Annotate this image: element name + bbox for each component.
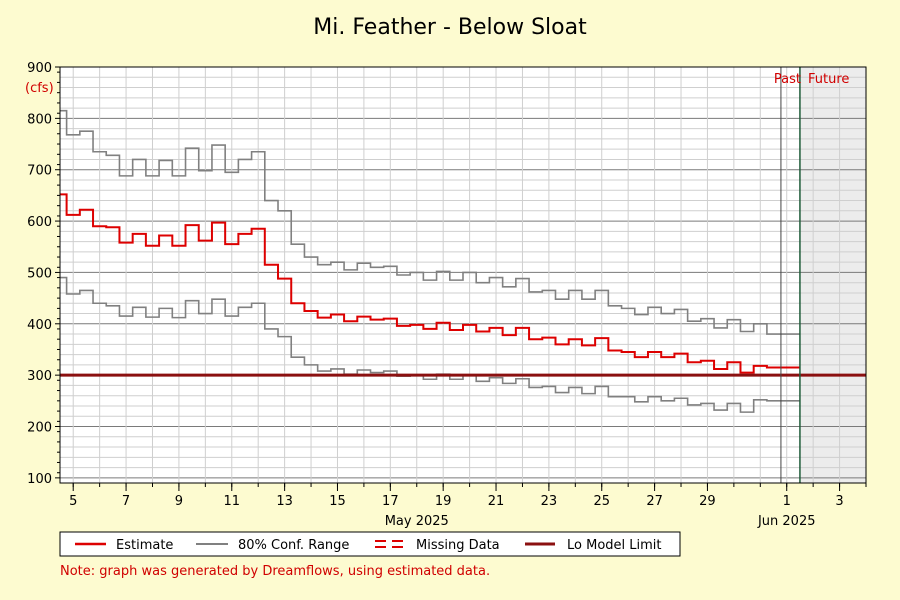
past-label: Past — [774, 72, 801, 87]
x-tick-label: 25 — [593, 494, 610, 509]
x-tick-label: 21 — [488, 494, 505, 509]
legend-item-conf-range: 80% Conf. Range — [238, 538, 349, 553]
future-label: Future — [808, 72, 849, 87]
y-tick-label: 100 — [27, 472, 52, 487]
y-tick-label: 500 — [27, 266, 52, 281]
series-conf-lower — [60, 276, 800, 413]
y-tick-label: 700 — [27, 164, 52, 179]
x-tick-label: 5 — [69, 494, 77, 509]
y-tick-label: 800 — [27, 112, 52, 127]
y-tick-label: 600 — [27, 215, 52, 230]
x-tick-label: 23 — [541, 494, 558, 509]
y-tick-label: 300 — [27, 369, 52, 384]
series-estimate — [60, 193, 800, 374]
chart-title: Mi. Feather - Below Sloat — [313, 15, 587, 40]
x-tick-label: 29 — [699, 494, 716, 509]
y-tick-label: 200 — [27, 421, 52, 436]
legend: Estimate 80% Conf. Range Missing Data Lo… — [59, 531, 681, 557]
x-tick-label: 11 — [223, 494, 240, 509]
legend-item-lo-limit: Lo Model Limit — [567, 538, 662, 553]
y-tick-label: 900 — [27, 61, 52, 76]
future-region — [799, 67, 866, 483]
y-unit-label: (cfs) — [25, 81, 54, 96]
x-tick-label: 13 — [276, 494, 293, 509]
x-month-label: Jun 2025 — [757, 514, 816, 529]
x-tick-label: 1 — [783, 494, 791, 509]
x-tick-label: 15 — [329, 494, 346, 509]
x-tick-label: 17 — [382, 494, 399, 509]
plot-frame — [59, 66, 867, 484]
x-tick-label: 7 — [122, 494, 130, 509]
legend-item-estimate: Estimate — [116, 538, 173, 553]
x-tick-label: 3 — [835, 494, 843, 509]
x-tick-label: 19 — [435, 494, 452, 509]
legend-item-missing-data: Missing Data — [416, 538, 500, 553]
note: Note: graph was generated by Dreamflows,… — [60, 564, 490, 579]
x-month-label: May 2025 — [385, 514, 449, 529]
legend-box — [59, 531, 681, 557]
series-conf-upper — [60, 109, 800, 335]
x-tick-label: 27 — [646, 494, 663, 509]
x-tick-label: 9 — [175, 494, 183, 509]
y-tick-label: 400 — [27, 318, 52, 333]
